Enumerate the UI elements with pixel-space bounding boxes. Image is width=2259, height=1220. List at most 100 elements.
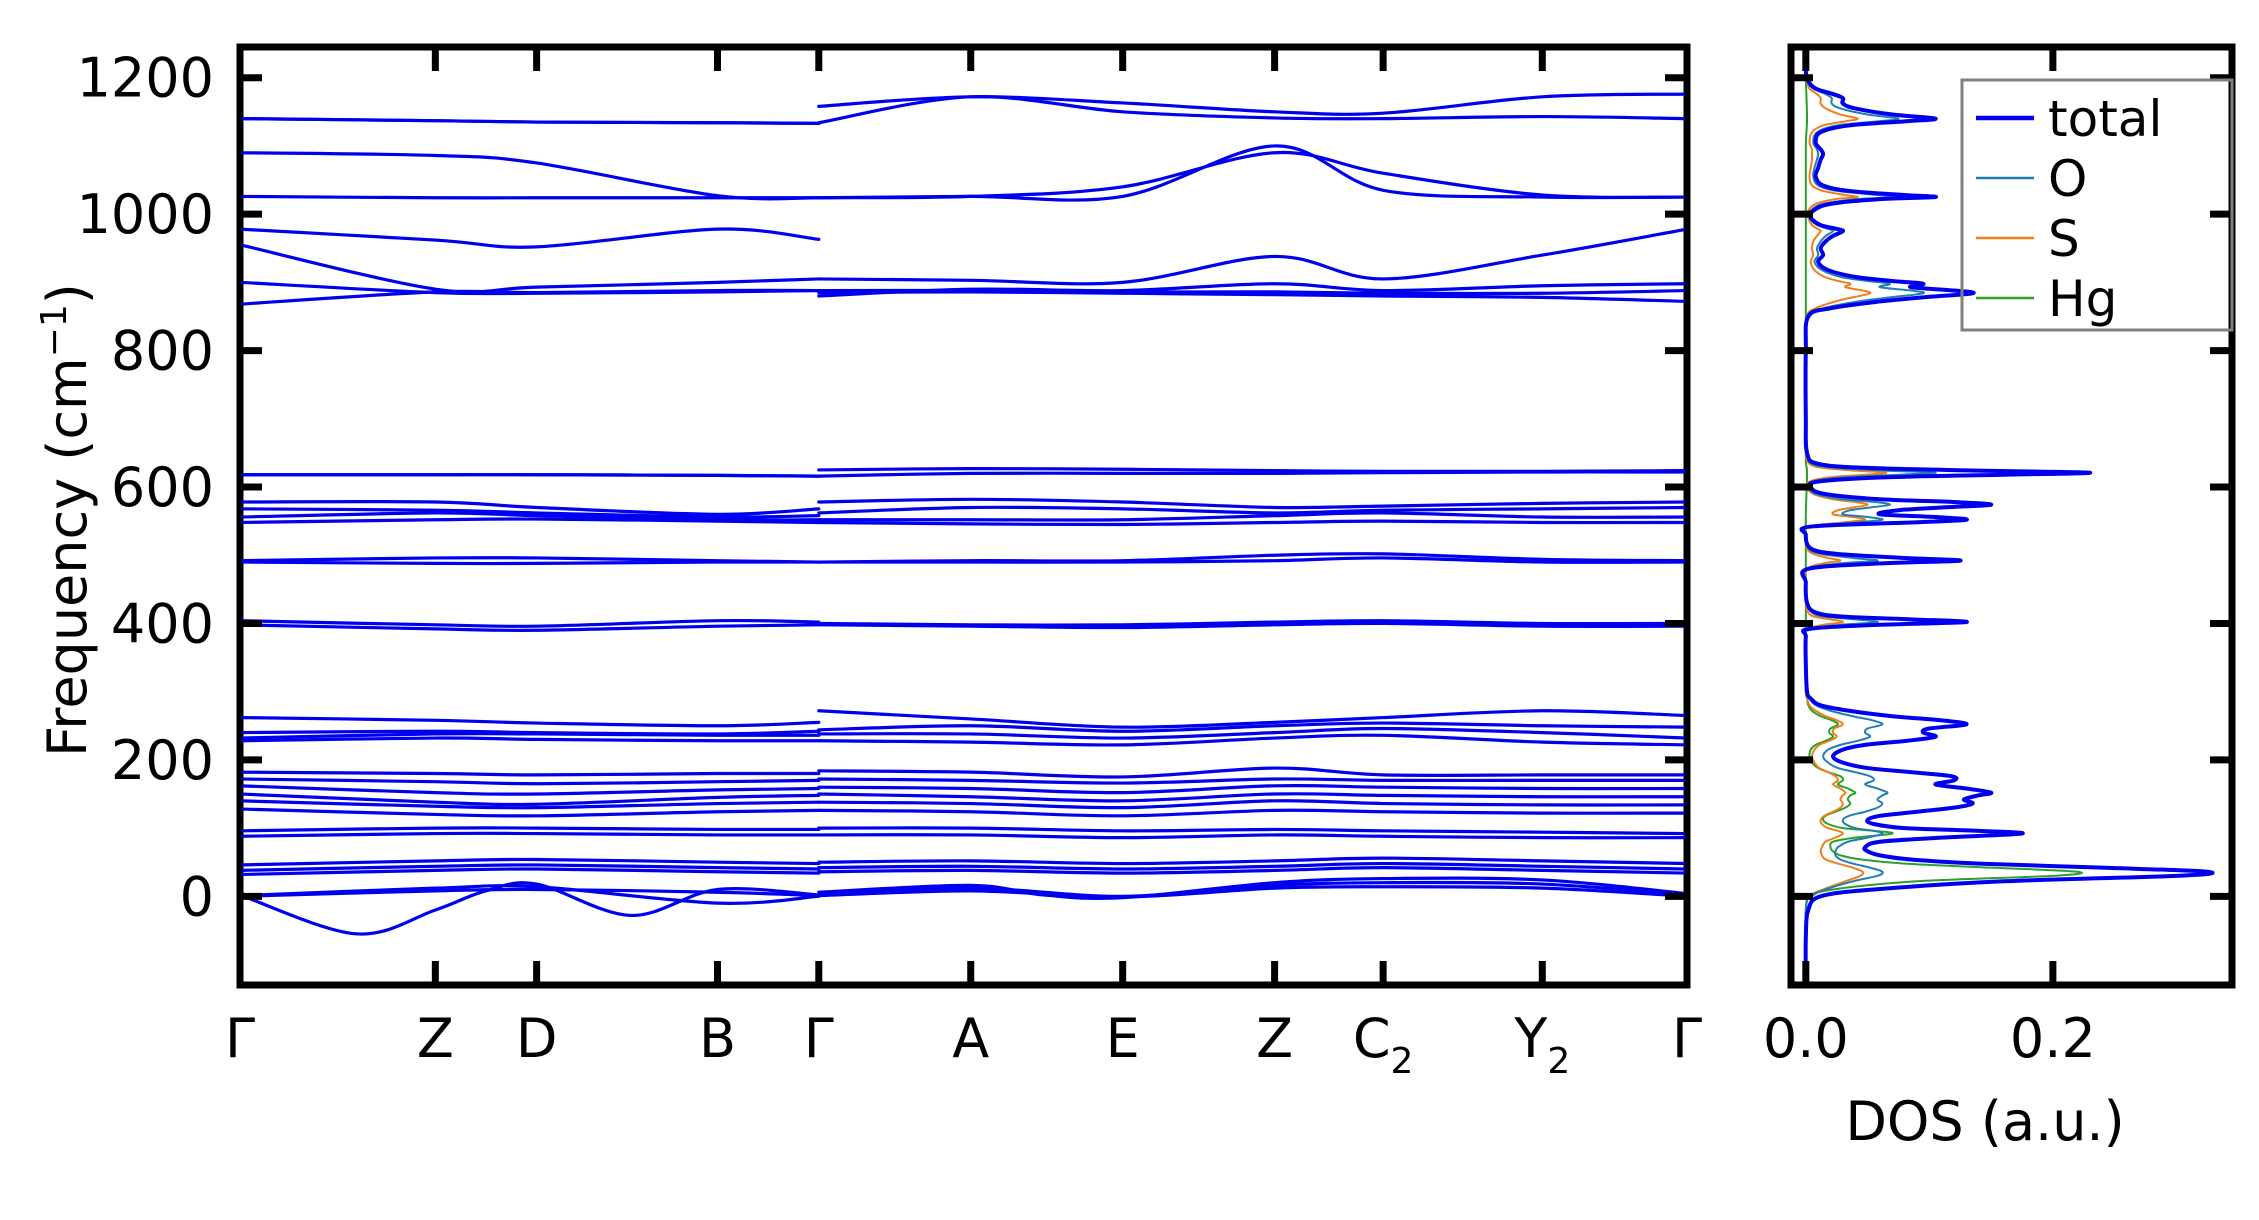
- y-tick-label: 1200: [77, 47, 214, 110]
- y-tick-label: 200: [111, 729, 214, 792]
- band-curve-29: [242, 831, 821, 838]
- high-symmetry-label-Y2: Y2: [1513, 1007, 1570, 1082]
- high-symmetry-label-B: B: [699, 1007, 736, 1070]
- dos-curve-Hg: [1804, 49, 2083, 980]
- band-curve-9: [242, 473, 821, 478]
- y-tick-label: 400: [111, 592, 214, 655]
- band-curve-10: [242, 500, 821, 516]
- band-curve-15: [817, 556, 1685, 564]
- band-curve-13: [242, 517, 821, 525]
- band-curve-28: [817, 826, 1685, 836]
- band-curve-26: [817, 799, 1685, 810]
- band-curve-11: [242, 507, 821, 519]
- band-curve-28: [242, 826, 821, 833]
- band-curve-18: [817, 709, 1685, 729]
- y-axis-title-end: ): [36, 283, 99, 304]
- band-curve-21: [242, 736, 821, 743]
- band-curve-19: [817, 721, 1685, 733]
- band-curve-10: [817, 497, 1685, 510]
- legend-label-total: total: [2048, 90, 2162, 148]
- band-curve-1: [242, 117, 821, 125]
- y-axis-title-superscript: −1: [34, 304, 75, 357]
- high-symmetry-label-G: Γ: [1672, 1007, 1702, 1070]
- band-curve-18: [242, 716, 821, 728]
- legend-box: [1960, 78, 2234, 332]
- band-curve-20: [817, 726, 1685, 740]
- band-curve-4: [242, 227, 821, 249]
- y-tick-label: 1000: [77, 183, 214, 246]
- band-curve-16: [242, 618, 821, 628]
- band-curve-12: [817, 511, 1685, 522]
- y-tick-label: 600: [111, 456, 214, 519]
- band-curve-34: [817, 880, 1685, 898]
- band-curve-26: [242, 799, 821, 810]
- band-curve-7: [817, 290, 1685, 303]
- high-symmetry-label-Z: Z: [417, 1007, 454, 1070]
- y-tick-label: 0: [180, 865, 214, 928]
- svg-text:Frequency (cm−1): Frequency (cm−1): [34, 283, 99, 757]
- band-curve-30: [817, 856, 1685, 866]
- band-curve-25: [242, 792, 821, 807]
- band-curve-29: [817, 833, 1685, 840]
- band-curve-30: [242, 857, 821, 867]
- band-curve-9: [817, 470, 1685, 478]
- y-tick-label: 800: [111, 320, 214, 383]
- high-symmetry-label-Z: Z: [1256, 1007, 1293, 1070]
- band-curve-31: [242, 863, 821, 872]
- dos-axis-title: DOS (a.u.): [1845, 1090, 2124, 1153]
- band-curve-27: [817, 808, 1685, 818]
- dos-x-tick-label: 0.0: [1763, 1007, 1849, 1070]
- band-curve-17: [242, 623, 821, 632]
- band-curve-7: [242, 288, 821, 306]
- dos-curves: [1799, 49, 2215, 981]
- band-curve-22: [817, 766, 1685, 779]
- dos-curve-total: [1799, 49, 2215, 981]
- band-curve-4: [817, 227, 1685, 286]
- band-curve-27: [242, 807, 821, 818]
- high-symmetry-label-C2: C2: [1353, 1007, 1414, 1082]
- high-symmetry-label-G: Γ: [804, 1007, 834, 1070]
- dos-x-tick-label: 0.2: [2010, 1007, 2096, 1070]
- band-curves: [242, 92, 1685, 936]
- band-curve-17: [817, 621, 1685, 630]
- band-curve-20: [242, 731, 821, 740]
- band-curve-21: [817, 733, 1685, 747]
- band-curve-32: [242, 867, 821, 877]
- band-curve-25: [817, 792, 1685, 803]
- band-curve-3: [242, 194, 821, 200]
- high-symmetry-label-E: E: [1106, 1007, 1140, 1070]
- y-axis-title: Frequency (cm−1): [34, 283, 99, 757]
- band-curve-32: [817, 866, 1685, 875]
- band-curve-22: [242, 770, 821, 777]
- band-curve-1: [817, 95, 1685, 125]
- band-curve-31: [817, 861, 1685, 871]
- band-curve-15: [242, 560, 821, 566]
- high-symmetry-label-G: Γ: [225, 1007, 255, 1070]
- band-curve-5: [242, 243, 821, 294]
- band-curve-35: [242, 887, 821, 898]
- dos-panel: 0.0 0.2: [1763, 43, 2236, 1070]
- high-symmetry-labels: Γ Z D B Γ A E Z C2 Y2 Γ: [225, 1007, 1702, 1082]
- band-curve-33: [817, 876, 1685, 900]
- band-curve-3: [817, 144, 1685, 202]
- band-curve-33: [242, 881, 821, 936]
- band-curve-11: [817, 505, 1685, 515]
- band-curve-34: [242, 884, 821, 905]
- band-curve-13: [817, 519, 1685, 527]
- band-curve-23: [242, 777, 821, 786]
- legend-label-Hg: Hg: [2048, 270, 2117, 328]
- band-curve-24: [817, 783, 1685, 795]
- legend-label-S: S: [2048, 210, 2080, 268]
- band-curve-23: [817, 777, 1685, 785]
- high-symmetry-label-A: A: [952, 1007, 989, 1070]
- dos-axis-title-text: DOS (a.u.): [1845, 1090, 2124, 1153]
- band-curve-24: [242, 784, 821, 796]
- band-curve-35: [817, 885, 1685, 899]
- high-symmetry-label-D: D: [516, 1007, 558, 1070]
- legend-label-O: O: [2048, 150, 2087, 208]
- y-axis-title-main: Frequency (cm: [36, 357, 99, 757]
